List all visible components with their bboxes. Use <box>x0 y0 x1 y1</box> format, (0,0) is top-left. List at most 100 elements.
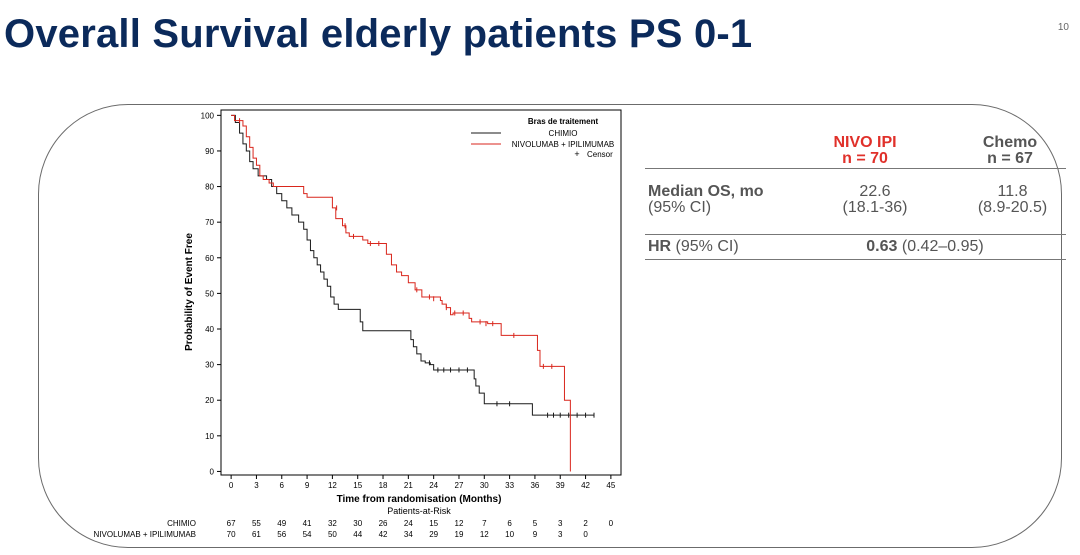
x-tick-label: 42 <box>581 481 590 490</box>
x-tick-label: 30 <box>480 481 489 490</box>
x-tick-label: 12 <box>328 481 337 490</box>
risk-count: 67 <box>227 519 236 528</box>
x-tick-label: 27 <box>455 481 464 490</box>
risk-table-counts: 67 55 49 41 32 30 26 24 15 12 7 6 5 3 2 070 61 56 54 50 44 42… <box>227 519 614 539</box>
y-tick-label: 40 <box>205 325 214 334</box>
y-axis: 0 10 20 30 40 50 60 70 80 90 100 <box>201 111 221 476</box>
risk-count: 55 <box>252 519 261 528</box>
risk-count: 0 <box>609 519 614 528</box>
y-tick-label: 0 <box>210 467 215 476</box>
risk-count: 24 <box>404 519 413 528</box>
x-tick-label: 45 <box>606 481 615 490</box>
risk-count: 44 <box>353 530 362 539</box>
x-tick-label: 21 <box>404 481 413 490</box>
y-tick-label: 30 <box>205 361 214 370</box>
risk-count: 34 <box>404 530 413 539</box>
risk-count: 0 <box>583 530 588 539</box>
y-tick-label: 20 <box>205 396 214 405</box>
risk-count: 32 <box>328 519 337 528</box>
y-tick-label: 80 <box>205 183 214 192</box>
risk-count: 70 <box>227 530 236 539</box>
risk-count: 12 <box>480 530 489 539</box>
hr-value: 0.63 <box>866 238 898 255</box>
nivo-ipi-median-os: 22.6 (18.1-36) <box>825 184 925 216</box>
risk-row-label-nivo-ipi: NIVOLUMAB + IPILIMUMAB <box>94 530 196 539</box>
legend-censor-label: Censor <box>587 150 613 159</box>
median-os-sublabel: (95% CI) <box>648 199 712 216</box>
risk-count: 15 <box>429 519 438 528</box>
nivo-ipi-median-ci: (18.1-36) <box>842 199 908 216</box>
risk-count: 10 <box>505 530 514 539</box>
median-os-row-label: Median OS, mo (95% CI) <box>648 184 764 216</box>
nivo-ipi-median-value: 22.6 <box>859 183 891 200</box>
y-tick-label: 90 <box>205 147 214 156</box>
risk-count: 30 <box>353 519 362 528</box>
risk-table-title: Patients-at-Risk <box>387 506 451 516</box>
content-frame <box>38 104 1062 548</box>
x-axis-label: Time from randomisation (Months) <box>337 494 502 505</box>
chemo-median-value: 11.8 <box>997 183 1028 200</box>
table-divider <box>645 168 1066 169</box>
x-tick-label: 18 <box>379 481 388 490</box>
chemo-median-ci: (8.9-20.5) <box>977 199 1048 216</box>
median-os-label: Median OS, mo <box>648 183 764 200</box>
risk-count: 2 <box>583 519 588 528</box>
x-tick-label: 6 <box>280 481 285 490</box>
y-tick-label: 60 <box>205 254 214 263</box>
nivo-ipi-arm-name: NIVO IPI <box>833 134 897 151</box>
legend-label-nivo-ipi: NIVOLUMAB + IPILIMUMAB <box>512 140 614 149</box>
risk-count: 6 <box>507 519 512 528</box>
risk-count: 19 <box>455 530 464 539</box>
risk-count: 7 <box>482 519 487 528</box>
x-tick-label: 0 <box>229 481 234 490</box>
y-tick-label: 50 <box>205 289 214 298</box>
risk-count: 12 <box>455 519 464 528</box>
risk-count: 50 <box>328 530 337 539</box>
legend-label-chimio: CHIMIO <box>549 129 578 138</box>
survival-curves <box>231 114 594 472</box>
y-tick-label: 70 <box>205 218 214 227</box>
x-tick-label: 36 <box>530 481 539 490</box>
x-tick-label: 24 <box>429 481 438 490</box>
plot-area <box>220 109 622 476</box>
risk-count: 5 <box>533 519 538 528</box>
risk-count: 3 <box>558 519 563 528</box>
chemo-arm-name: Chemo <box>982 134 1038 151</box>
hr-value-cell: 0.63 (0.42–0.95) <box>825 239 1025 255</box>
x-tick-label: 39 <box>556 481 565 490</box>
risk-count: 26 <box>379 519 388 528</box>
x-tick-label: 3 <box>254 481 259 490</box>
y-axis-label: Probability of Event Free <box>184 233 195 351</box>
hr-row-label: HR (95% CI) <box>648 238 739 255</box>
x-tick-label: 15 <box>353 481 362 490</box>
x-tick-label: 9 <box>305 481 310 490</box>
legend-censor-symbol: + <box>574 149 579 159</box>
risk-count: 61 <box>252 530 261 539</box>
chemo-n: n = 67 <box>987 150 1033 167</box>
y-tick-label: 10 <box>205 432 214 441</box>
nivo-ipi-n: n = 70 <box>842 150 888 167</box>
risk-count: 3 <box>558 530 563 539</box>
risk-row-label-chimio: CHIMIO <box>167 519 196 528</box>
column-header-chemo: Chemo n = 67 <box>965 135 1055 167</box>
legend: Bras de traitement CHIMIO NIVOLUMAB + IP… <box>471 117 614 159</box>
risk-count: 41 <box>303 519 312 528</box>
slide-title: Overall Survival elderly patients PS 0-1 <box>4 12 753 56</box>
risk-count: 29 <box>429 530 438 539</box>
page-number: 10 <box>1057 22 1069 33</box>
x-tick-label: 33 <box>505 481 514 490</box>
risk-count: 9 <box>533 530 538 539</box>
risk-count: 56 <box>277 530 286 539</box>
summary-table: NIVO IPI n = 70 Chemo n = 67 Median OS, … <box>645 130 1066 270</box>
risk-count: 54 <box>303 530 312 539</box>
risk-count: 49 <box>277 519 286 528</box>
x-axis: 0 3 6 9 12 15 18 21 24 27 30 33 36 39 42 45 <box>229 475 616 490</box>
table-divider <box>645 234 1066 235</box>
legend-title: Bras de traitement <box>528 117 599 126</box>
chemo-median-os: 11.8 (8.9-20.5) <box>965 184 1060 216</box>
risk-count: 42 <box>379 530 388 539</box>
hr-ci: (0.42–0.95) <box>897 238 984 255</box>
table-divider <box>645 259 1066 260</box>
column-header-nivo-ipi: NIVO IPI n = 70 <box>805 135 925 167</box>
